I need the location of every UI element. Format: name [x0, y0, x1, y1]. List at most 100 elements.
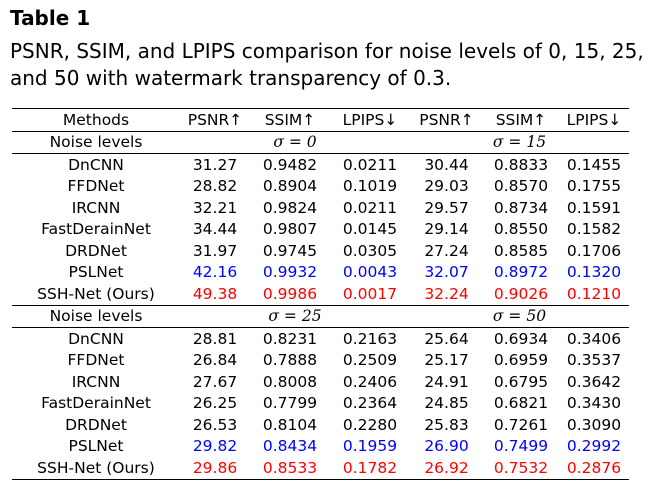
method-cell: SSH-Net (Ours): [12, 457, 180, 480]
value-cell: 0.7799: [262, 394, 318, 413]
value-cell: 0.3406: [566, 329, 622, 348]
value-cell: 0.0017: [342, 284, 398, 303]
method-cell: IRCNN: [71, 372, 121, 391]
value-cell: 42.16: [192, 263, 238, 282]
method-cell: FastDerainNet: [41, 220, 151, 239]
value-cell: 0.9482: [262, 155, 318, 174]
table-row: PSLNet 42.16 0.9932 0.0043 32.07 0.8972 0.1320: [12, 262, 629, 284]
value-cell: 24.91: [424, 372, 469, 391]
header-row: Methods PSNR↑ SSIM↑ LPIPS↓ PSNR↑ SSIM↑ L…: [12, 108, 629, 132]
value-cell: 0.0211: [342, 155, 398, 174]
header-ssim: SSIM↑: [250, 108, 330, 132]
value-cell: 0.1320: [566, 263, 622, 282]
method-cell: FastDerainNet: [41, 394, 151, 413]
method-cell: DnCNN: [68, 155, 124, 174]
method-cell: DRDNet: [65, 241, 127, 260]
value-cell: 0.8231: [262, 329, 318, 348]
value-cell: 31.27: [192, 155, 238, 174]
value-cell: 0.6959: [493, 351, 549, 370]
value-cell: 0.3090: [566, 415, 622, 434]
method-cell: PSLNet: [68, 263, 124, 282]
method-cell: SSH-Net (Ours): [37, 284, 155, 303]
method-cell: PSLNet: [68, 437, 124, 456]
value-cell: 0.8550: [493, 220, 549, 239]
table-row: FastDerainNet 26.25 0.7799 0.2364 24.85 0.682…: [12, 393, 629, 415]
value-cell: 0.9824: [262, 198, 318, 217]
value-cell: 0.6795: [493, 372, 549, 391]
value-cell: 24.85: [424, 394, 469, 413]
table-row: DnCNN 31.27 0.9482 0.0211 30.44 0.8833 0.1455: [12, 154, 629, 176]
value-cell: 0.7261: [493, 415, 549, 434]
value-cell: 0.1591: [566, 198, 622, 217]
value-cell: 0.9745: [262, 241, 318, 260]
value-cell: 0.8570: [493, 177, 549, 196]
noise-levels-label: Noise levels: [12, 304, 180, 328]
method-cell: DRDNet: [65, 415, 127, 434]
value-cell: 0.8008: [262, 372, 318, 391]
value-cell: 27.67: [192, 372, 238, 391]
value-cell: 27.24: [424, 241, 469, 260]
value-cell: 26.84: [192, 351, 238, 370]
table-row: PSLNet 29.82 0.8434 0.1959 26.90 0.7499 0.2992: [12, 436, 629, 458]
value-cell: 26.53: [192, 415, 238, 434]
value-cell: 29.86: [180, 457, 250, 480]
value-cell: 29.03: [424, 177, 469, 196]
value-cell: 32.07: [424, 263, 469, 282]
table-row: DRDNet 26.53 0.8104 0.2280 25.83 0.7261 0.3090: [12, 414, 629, 436]
method-cell: DnCNN: [68, 329, 124, 348]
value-cell: 32.21: [192, 198, 238, 217]
value-cell: 0.1706: [566, 241, 622, 260]
table-caption: PSNR, SSIM, and LPIPS comparison for noi…: [10, 39, 644, 90]
header-ssim: SSIM↑: [483, 108, 559, 132]
table-row: DnCNN 28.81 0.8231 0.2163 25.64 0.6934 0.3406: [12, 328, 629, 350]
value-cell: 29.14: [424, 220, 469, 239]
sigma-label: σ = 15: [410, 131, 629, 154]
value-cell: 0.7532: [483, 457, 559, 480]
value-cell: 0.0305: [342, 241, 398, 260]
value-cell: 0.8972: [493, 263, 549, 282]
value-cell: 0.7499: [493, 437, 549, 456]
value-cell: 0.1959: [342, 437, 398, 456]
table-title: Table 1: [10, 6, 91, 30]
table-row: IRCNN 27.67 0.8008 0.2406 24.91 0.6795 0.3642: [12, 371, 629, 393]
value-cell: 0.2280: [342, 415, 398, 434]
value-cell: 0.2992: [566, 437, 622, 456]
value-cell: 0.3642: [566, 372, 622, 391]
header-lpips: LPIPS↓: [330, 108, 410, 132]
value-cell: 0.0145: [342, 220, 398, 239]
value-cell: 25.64: [424, 329, 469, 348]
value-cell: 0.1019: [342, 177, 398, 196]
value-cell: 0.6821: [493, 394, 549, 413]
value-cell: 26.92: [410, 457, 483, 480]
table-row: SSH-Net (Ours) 29.86 0.8533 0.1782 26.92 0.75…: [12, 457, 629, 480]
value-cell: 0.0043: [342, 263, 398, 282]
value-cell: 32.24: [424, 284, 469, 303]
noise-level-row: Noise levels σ = 25 σ = 50: [12, 304, 629, 328]
table-row: IRCNN 32.21 0.9824 0.0211 29.57 0.8734 0.1591: [12, 197, 629, 219]
value-cell: 0.1582: [566, 220, 622, 239]
results-table: Methods PSNR↑ SSIM↑ LPIPS↓ PSNR↑ SSIM↑ L…: [12, 108, 629, 480]
value-cell: 31.97: [192, 241, 238, 260]
value-cell: 0.9807: [262, 220, 318, 239]
value-cell: 34.44: [192, 220, 238, 239]
value-cell: 0.8904: [262, 177, 318, 196]
value-cell: 0.3430: [566, 394, 622, 413]
value-cell: 29.57: [424, 198, 469, 217]
value-cell: 0.2406: [342, 372, 398, 391]
value-cell: 0.1455: [566, 155, 622, 174]
header-methods: Methods: [12, 108, 180, 132]
value-cell: 0.9986: [262, 284, 318, 303]
value-cell: 0.6934: [493, 329, 549, 348]
table-row: FFDNet 26.84 0.7888 0.2509 25.17 0.6959 0.3537: [12, 350, 629, 372]
table-row: FFDNet 28.82 0.8904 0.1019 29.03 0.8570 0.1755: [12, 176, 629, 198]
header-lpips: LPIPS↓: [559, 108, 629, 132]
value-cell: 0.9932: [262, 263, 318, 282]
method-cell: FFDNet: [67, 177, 125, 196]
value-cell: 0.8833: [493, 155, 549, 174]
value-cell: 0.1782: [330, 457, 410, 480]
value-cell: 0.9026: [493, 284, 549, 303]
value-cell: 0.1210: [566, 284, 622, 303]
value-cell: 30.44: [424, 155, 469, 174]
method-cell: FFDNet: [67, 351, 125, 370]
